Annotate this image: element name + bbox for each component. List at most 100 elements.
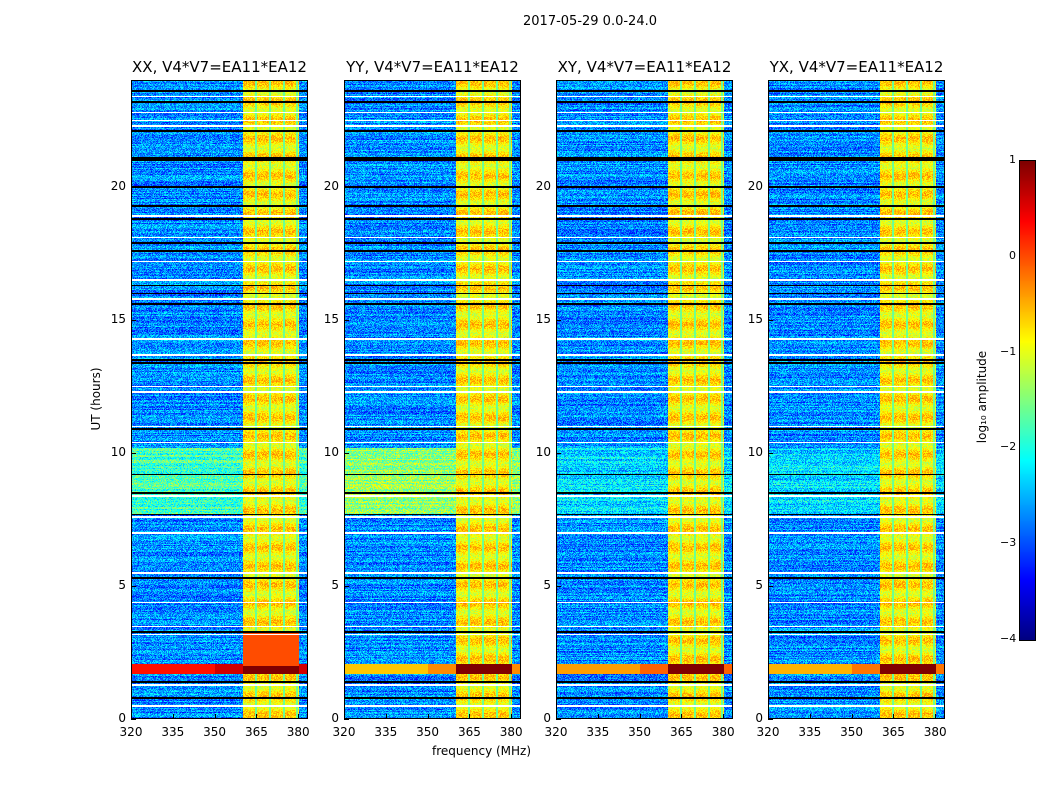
y-tick-mark [768, 186, 773, 188]
colorbar-label: log₁₀ amplitude [975, 350, 989, 444]
y-tick-mark [344, 719, 349, 720]
x-tick-mark [851, 714, 853, 719]
x-tick-label: 320 [332, 725, 356, 739]
panel-title: XX, V4*V7=EA11*EA12 [132, 58, 307, 76]
spectrogram-panel: XX, V4*V7=EA11*EA12 320 335 350 365 380 0 5 10 15… [111, 58, 310, 739]
y-tick-mark [131, 452, 136, 454]
y-tick-mark [344, 319, 349, 321]
x-tick-label: 350 [840, 725, 864, 739]
colorbar [1019, 160, 1036, 641]
y-tick-label: 0 [331, 711, 339, 725]
heatmap-image [131, 80, 308, 719]
panel-title: YY, V4*V7=EA11*EA12 [346, 58, 519, 76]
heatmap-image [768, 80, 945, 719]
spectrogram-panel: XY, V4*V7=EA11*EA12 320 335 350 365 380 0 5 10 15… [536, 58, 735, 739]
x-tick-label: 320 [544, 725, 568, 739]
figure-title: 2017-05-29 0.0-24.0 [523, 14, 657, 29]
x-tick-label: 350 [416, 725, 440, 739]
y-tick-mark [556, 585, 561, 587]
y-tick-label: 20 [110, 178, 126, 193]
y-tick-mark [768, 319, 773, 321]
x-tick-mark [723, 714, 725, 719]
x-tick-mark [172, 714, 174, 719]
y-tick-mark [768, 585, 773, 587]
x-tick-label: 320 [119, 725, 143, 739]
x-tick-mark [469, 714, 471, 719]
x-tick-mark [556, 714, 557, 719]
x-tick-label: 380 [711, 725, 735, 739]
y-tick-mark [556, 719, 561, 720]
x-tick-mark [768, 714, 769, 719]
panel-title: XY, V4*V7=EA11*EA12 [557, 58, 732, 76]
x-tick-mark [511, 714, 513, 719]
x-tick-mark [298, 714, 300, 719]
y-tick-label: 0 [755, 711, 763, 725]
x-tick-mark [344, 714, 345, 719]
x-tick-mark [809, 714, 811, 719]
x-tick-mark [893, 714, 895, 719]
y-tick-label: 15 [747, 311, 763, 326]
y-tick-mark [344, 585, 349, 587]
y-tick-label: 10 [747, 444, 763, 459]
x-tick-mark [427, 714, 429, 719]
x-tick-label: 320 [756, 725, 780, 739]
y-tick-label: 5 [755, 577, 763, 592]
y-tick-label: 15 [535, 311, 551, 326]
axes-frame [131, 80, 308, 719]
x-tick-label: 335 [161, 725, 185, 739]
x-tick-label: 350 [203, 725, 227, 739]
x-tick-label: 380 [923, 725, 947, 739]
spectrogram-panel: YY, V4*V7=EA11*EA12 320 335 350 365 380 0 5 10 15… [324, 58, 523, 739]
x-tick-label: 365 [244, 725, 268, 739]
x-tick-label: 365 [881, 725, 905, 739]
x-tick-mark [639, 714, 641, 719]
y-tick-label: 5 [331, 577, 339, 592]
x-tick-mark [131, 714, 132, 719]
y-tick-mark [131, 719, 136, 720]
x-tick-label: 365 [457, 725, 481, 739]
x-tick-mark [256, 714, 258, 719]
y-tick-label: 0 [118, 711, 126, 725]
x-tick-label: 335 [586, 725, 610, 739]
y-tick-mark [344, 186, 349, 188]
y-axis-label: UT (hours) [89, 367, 103, 431]
y-tick-label: 10 [535, 444, 551, 459]
colorbar-tick-label: 1 [1009, 153, 1016, 166]
x-tick-mark [385, 714, 387, 719]
x-tick-label: 350 [628, 725, 652, 739]
y-tick-mark [131, 319, 136, 321]
axes-frame [556, 80, 733, 719]
y-tick-mark [131, 186, 136, 188]
x-tick-mark [597, 714, 599, 719]
heatmap-image [556, 80, 733, 719]
x-tick-label: 365 [669, 725, 693, 739]
colorbar-tick-label: 0 [1009, 248, 1016, 262]
y-tick-label: 5 [543, 577, 551, 592]
y-tick-mark [556, 186, 561, 188]
x-tick-mark [935, 714, 937, 719]
y-tick-label: 15 [110, 311, 126, 326]
colorbar-tick-label: −3 [1000, 536, 1017, 550]
y-tick-label: 10 [110, 444, 126, 459]
colorbar-tick-label: −2 [1000, 440, 1017, 454]
spectrogram-panel: YX, V4*V7=EA11*EA12 320 335 350 365 380 0 5 10 15… [748, 58, 947, 739]
panel-title: YX, V4*V7=EA11*EA12 [769, 58, 944, 76]
y-tick-mark [131, 585, 136, 587]
heatmap-image [344, 80, 521, 719]
axes-frame [768, 80, 945, 719]
y-tick-mark [556, 319, 561, 321]
x-tick-label: 380 [286, 725, 310, 739]
y-tick-mark [768, 719, 773, 720]
x-tick-label: 335 [374, 725, 398, 739]
axes-frame [344, 80, 521, 719]
y-tick-mark [556, 452, 561, 454]
x-tick-mark [214, 714, 216, 719]
y-tick-label: 5 [118, 577, 126, 592]
y-tick-mark [768, 452, 773, 454]
colorbar-tick-label: −4 [1000, 632, 1017, 645]
y-tick-label: 10 [323, 444, 339, 459]
y-tick-label: 20 [323, 178, 339, 193]
y-tick-label: 15 [323, 311, 339, 326]
x-axis-label: frequency (MHz) [432, 744, 532, 758]
